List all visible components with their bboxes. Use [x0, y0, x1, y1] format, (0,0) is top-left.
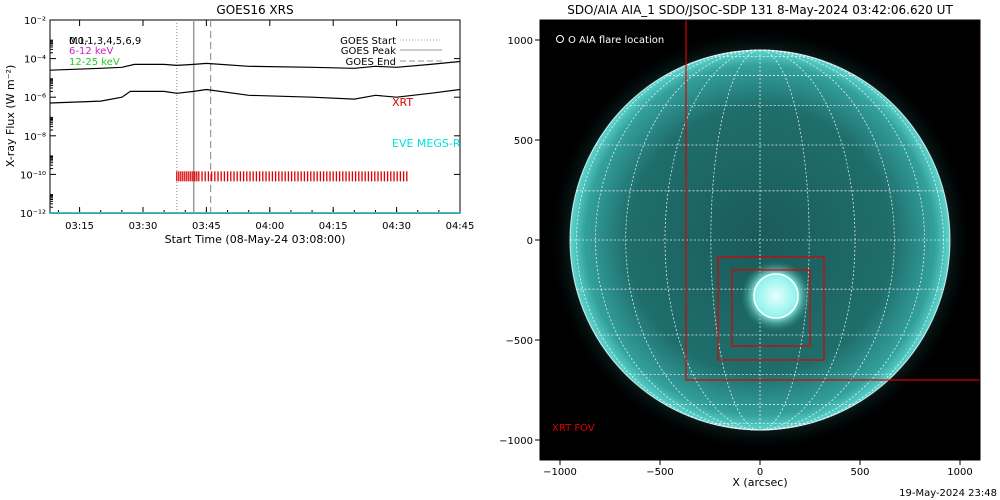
aia-x-axis: −1000 −500 0 500 1000: [543, 460, 973, 478]
goes-xrs-panel: GOES16 XRS 10⁻¹² 10⁻¹⁰ 10⁻⁸ 10⁻⁶ 10⁻⁴ 10⁻² 03…: [4, 3, 474, 246]
longitude-line: [759, 49, 810, 431]
goes-event-legend: GOES Start GOES Peak GOES End: [340, 36, 442, 68]
x-tick-label: 500: [850, 467, 869, 478]
legend-channel-1: M0,1,3,4,5,6,9: [69, 36, 141, 47]
goes-y-axis: 10⁻¹² 10⁻¹⁰ 10⁻⁸ 10⁻⁶ 10⁻⁴ 10⁻²: [20, 16, 460, 220]
x-tick-label: 04:45: [446, 221, 475, 232]
longitude-line: [759, 49, 944, 431]
legend-goes-start: GOES Start: [340, 36, 396, 47]
x-tick-label: 03:15: [65, 221, 94, 232]
xrt-fov-box: [731, 269, 811, 347]
y-tick-label: 1000: [508, 36, 533, 47]
xrt-fov-label: XRT FOV: [552, 423, 595, 434]
goes-x-axis-label: Start Time (08-May-24 03:08:00): [165, 233, 346, 246]
xrt-annotation: XRT: [392, 96, 413, 109]
x-tick-label: 04:00: [255, 221, 284, 232]
y-tick-label: 10⁻⁴: [24, 55, 46, 66]
goes-event-lines: [176, 20, 212, 213]
aia-flare-legend: O AIA flare location: [568, 35, 664, 46]
legend-goes-peak: GOES Peak: [341, 46, 396, 57]
aia-y-axis: −1000 −500 0 500 1000: [499, 36, 540, 447]
xrt-fov-box: [685, 20, 980, 381]
aia-image-title: SDO/AIA AIA_1 SDO/JSOC-SDP 131 8-May-202…: [567, 3, 953, 17]
y-tick-label: 10⁻⁸: [24, 132, 46, 143]
xrt-observation-ticks: [176, 171, 408, 182]
eve-annotation: EVE MEGS-R: [392, 137, 461, 150]
fov-boxes: [685, 20, 980, 381]
legend-channel-2: 6-12 keV: [69, 46, 113, 57]
heliographic-grid: [569, 49, 951, 431]
longitude-line: [759, 49, 856, 431]
y-tick-label: 10⁻²: [24, 16, 46, 27]
flux-series-line: [50, 60, 460, 71]
longitude-line: [664, 49, 761, 431]
longitude-line: [595, 49, 761, 431]
goes-flux-curves: [50, 60, 460, 213]
legend-goes-end: GOES End: [346, 57, 396, 68]
goes-plot-title: GOES16 XRS: [216, 3, 293, 17]
x-tick-label: −500: [646, 467, 673, 478]
legend-channel-3: 12-25 keV: [69, 57, 120, 68]
x-tick-label: 04:15: [319, 221, 348, 232]
flare-location-marker: [753, 273, 799, 319]
goes-x-axis: 03:15 03:30 03:45 04:00 04:15 04:30 04:45: [57, 20, 475, 232]
y-tick-label: 10⁻⁶: [24, 93, 46, 104]
longitude-line: [576, 49, 761, 431]
longitude-line: [759, 49, 895, 431]
y-tick-label: 500: [514, 136, 533, 147]
y-tick-label: −500: [506, 336, 533, 347]
y-tick-label: 10⁻¹²: [20, 209, 46, 220]
goes-y-axis-label: X-ray Flux (W m⁻²): [4, 65, 17, 167]
longitude-line: [710, 49, 761, 431]
x-tick-label: 1000: [947, 467, 972, 478]
goes-channel-legend: 0.1- M0,1,3,4,5,6,9 6-12 keV 12-25 keV: [69, 36, 141, 68]
flux-series-line: [50, 88, 460, 104]
x-tick-label: 04:30: [382, 221, 411, 232]
timestamp: 19-May-2024 23:48: [899, 488, 997, 499]
legend-circle-icon: [556, 35, 564, 43]
solar-limb: [569, 49, 951, 431]
longitude-line: [625, 49, 761, 431]
flare-emission: [740, 260, 812, 332]
legend-channel-0: 0.1-: [69, 36, 89, 47]
longitude-line: [759, 49, 925, 431]
aia-image-panel: SDO/AIA AIA_1 SDO/JSOC-SDP 131 8-May-202…: [499, 3, 997, 499]
x-tick-label: −1000: [543, 467, 577, 478]
aia-x-axis-label: X (arcsec): [732, 476, 787, 489]
x-tick-label: 03:45: [192, 221, 221, 232]
y-tick-label: 10⁻¹⁰: [20, 170, 46, 181]
x-tick-label: 0: [757, 467, 763, 478]
y-tick-label: 0: [527, 236, 533, 247]
x-tick-label: 03:30: [129, 221, 158, 232]
y-tick-label: −1000: [499, 436, 533, 447]
xrt-fov-box: [717, 256, 825, 361]
